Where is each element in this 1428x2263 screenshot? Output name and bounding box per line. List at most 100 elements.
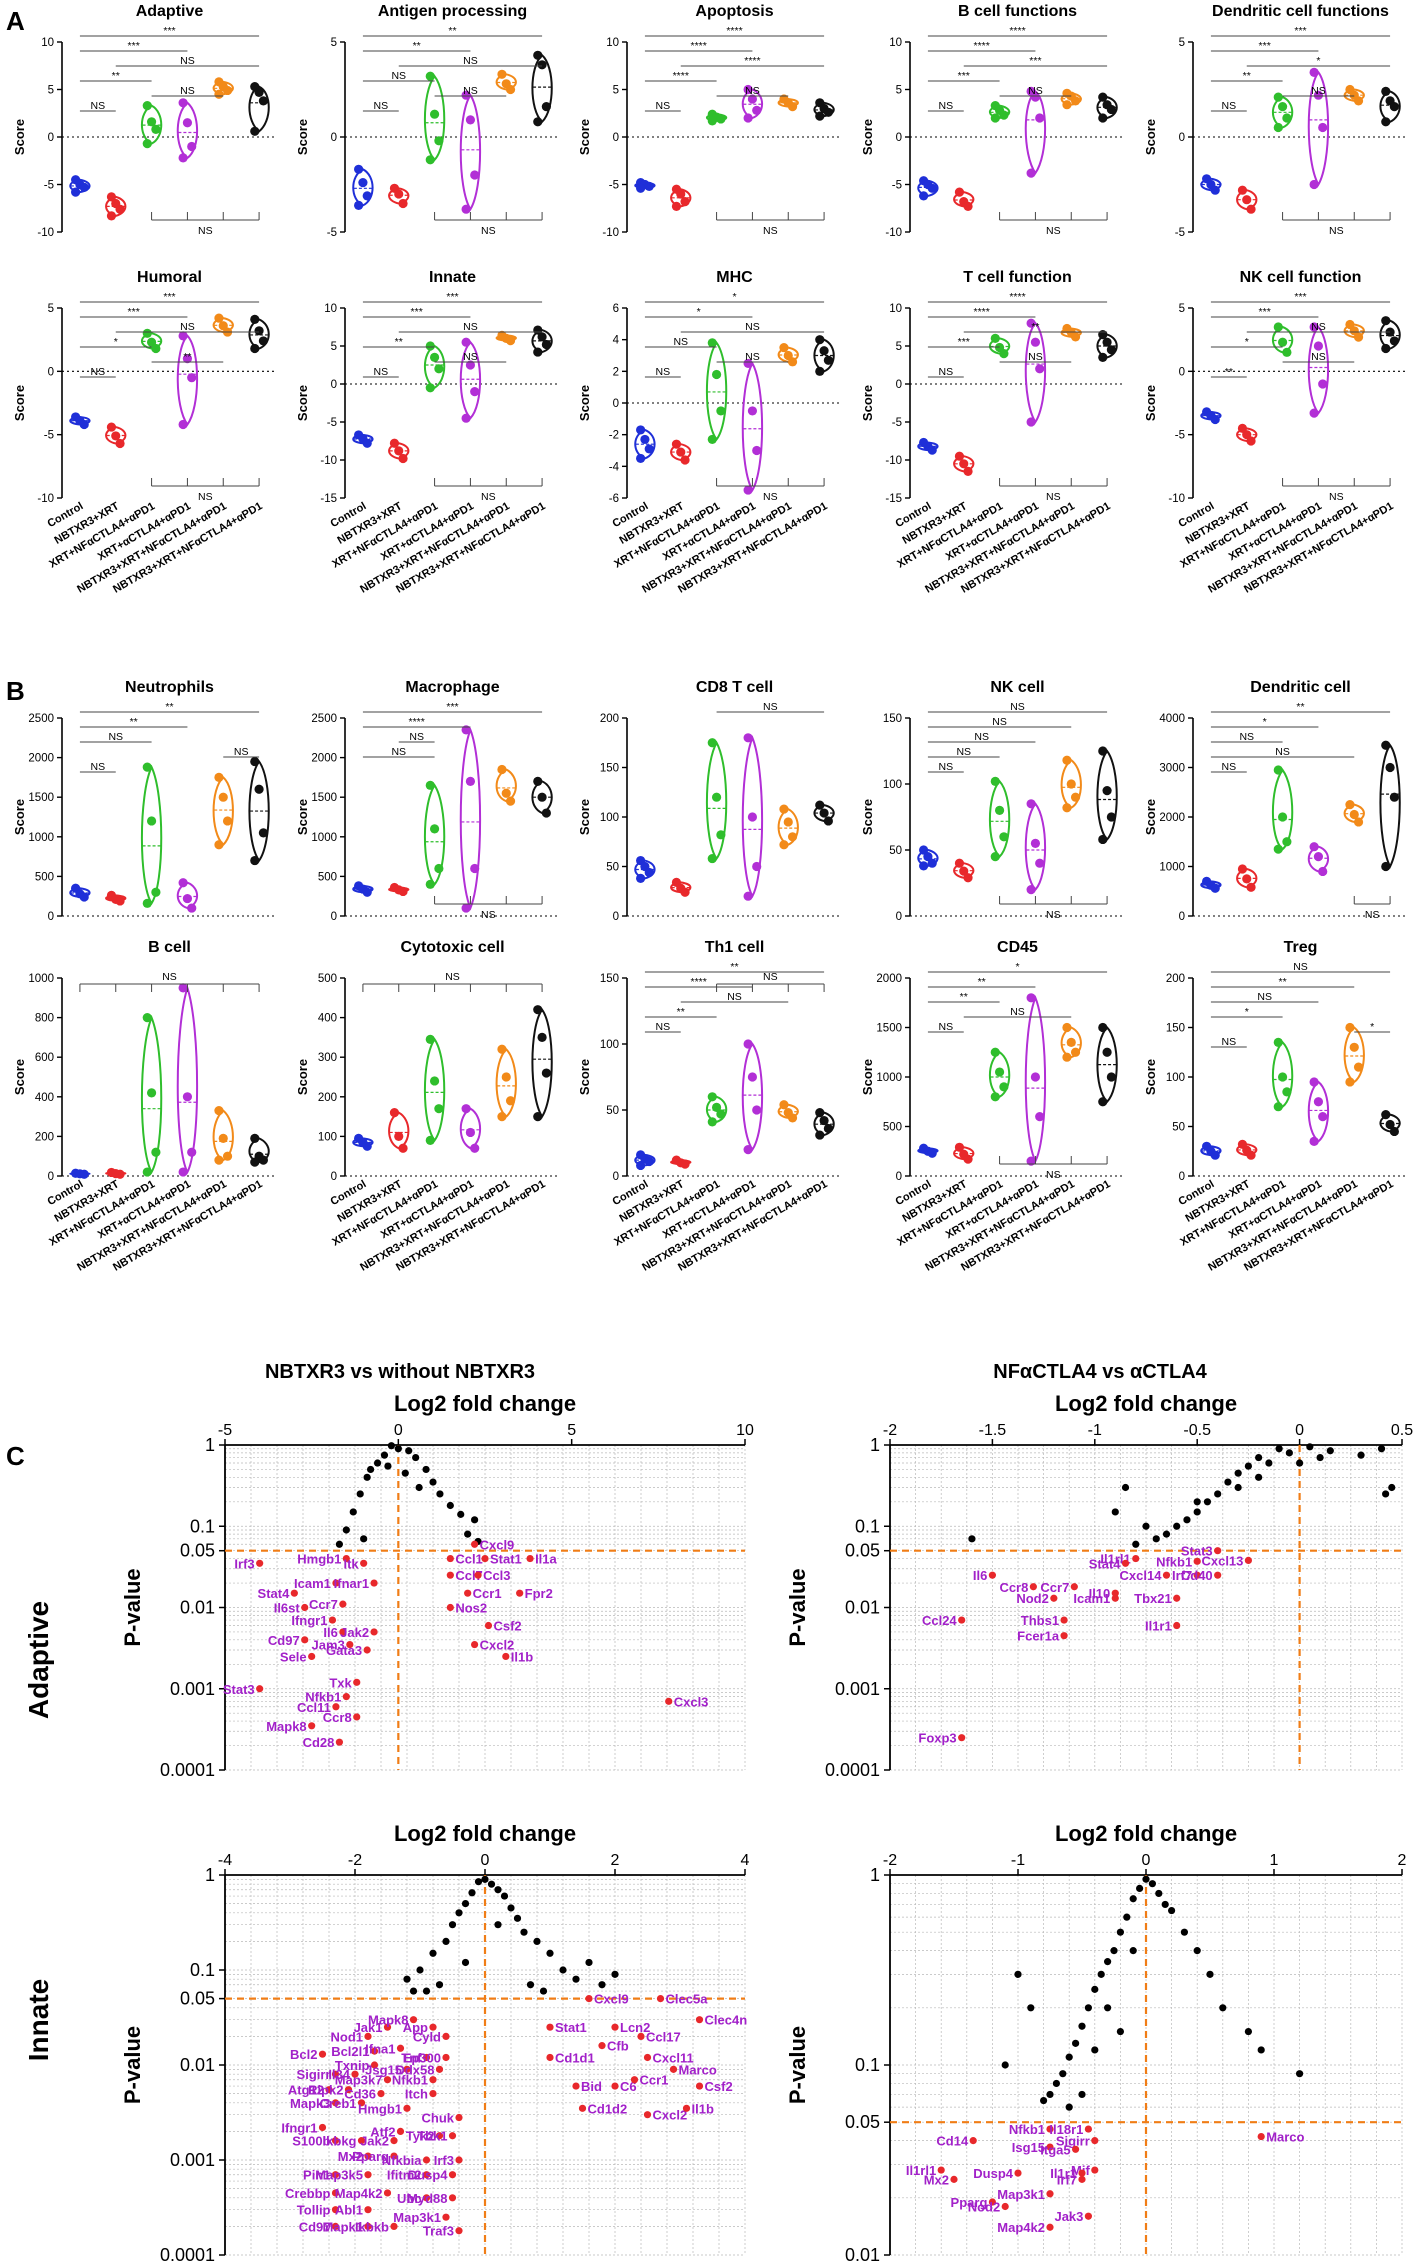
gene-label: Cxcl2 [653, 2108, 688, 2123]
data-point-g5 [1381, 316, 1391, 326]
volcano-point-ns [1357, 1451, 1365, 1459]
y-tick-label: 200 [35, 1131, 54, 1143]
violin-chart-Apoptosis: Apoptosis 10 5 0 -5 -10 Score **** **** **** **** N… [577, 3, 842, 239]
volcano-point-sig [390, 2222, 398, 2231]
significance-label: **** [973, 40, 989, 52]
data-point-g4 [505, 336, 516, 346]
volcano-point-ns [1040, 2096, 1048, 2105]
volcano-point-ns [1296, 2070, 1304, 2078]
data-point-g3 [470, 387, 480, 397]
data-point-g4 [783, 817, 793, 827]
y-tick-label: 0 [896, 379, 902, 391]
volcano-point-sig [950, 2175, 958, 2183]
chart-title: CD8 T cell [696, 679, 773, 696]
y-tick-label: 100 [318, 1131, 337, 1143]
gene-label: Jak2 [360, 2134, 389, 2149]
violin-shape-g3 [1307, 325, 1330, 415]
significance-label: NS [763, 225, 778, 237]
volcano-point-sig [318, 2050, 327, 2058]
data-point-g0 [71, 187, 81, 197]
volcano-point-sig [442, 2053, 450, 2062]
volcano-point-ns [1091, 2046, 1099, 2054]
gene-label: Il1a [535, 1552, 557, 1567]
gene-label: Ifnar1 [334, 1576, 369, 1591]
volcano-point-sig [656, 1994, 665, 2003]
gene-label: Jam3 [312, 1638, 345, 1653]
significance-label: NS [939, 366, 954, 378]
data-point-g2 [1273, 765, 1283, 775]
data-point-g1 [389, 438, 400, 448]
data-point-g2 [711, 1102, 722, 1112]
y-tick-label: 0 [613, 911, 619, 923]
data-point-g3 [178, 878, 188, 888]
gene-label: Mapk3 [290, 2096, 330, 2111]
volcano-point-sig [695, 2082, 704, 2090]
data-point-g3 [1026, 417, 1036, 427]
y-tick-label: 1000 [876, 1072, 902, 1084]
gene-label: Il1r1 [1050, 2166, 1077, 2181]
volcano-point-sig [360, 1559, 368, 1567]
y-axis-label: Score [12, 1059, 27, 1095]
significance-label: NS [463, 351, 478, 363]
significance-label: NS [1257, 991, 1272, 1003]
volcano-point-ns [546, 1949, 554, 1957]
data-point-g3 [752, 445, 762, 456]
significance-label: *** [958, 336, 970, 348]
data-point-g2 [142, 1013, 152, 1023]
chart-title: B cell [148, 939, 191, 956]
volcano-point-sig [342, 1693, 350, 1701]
y-tick-label: 0 [896, 911, 902, 923]
volcano-col2-title: NFαCTLA4 vs αCTLA4 [993, 1361, 1207, 1383]
data-point-g2 [999, 110, 1009, 120]
x-tick-label: -1 [1088, 1422, 1102, 1439]
significance-label: NS [1222, 761, 1237, 773]
volcano-point-sig [958, 1616, 966, 1624]
gene-label: Cd1d2 [588, 2101, 628, 2116]
data-point-g5 [533, 1005, 543, 1015]
significance-label: ** [1243, 70, 1251, 82]
significance-label: NS [1028, 351, 1043, 363]
significance-label: ** [1031, 321, 1039, 333]
x-tick-label: 0 [394, 1422, 403, 1439]
significance-label: NS [391, 746, 406, 758]
significance-label: NS [1046, 225, 1061, 237]
y-tick-label: -2 [609, 430, 619, 442]
violin-chart-Th1Cell: Th1 cell150100500Score******NS**NSNSCont… [577, 939, 842, 1274]
y-tick-label: 0 [1179, 366, 1185, 378]
volcano-point-ns [1377, 1445, 1386, 1453]
y-axis-label: Score [1143, 385, 1158, 421]
y-tick-label: 1500 [28, 792, 54, 804]
volcano-point-ns [1111, 1508, 1119, 1516]
gene-label: Irf7 [1057, 2172, 1077, 2187]
volcano-point-sig [1091, 2137, 1099, 2145]
y-tick-label: -10 [37, 493, 54, 505]
gene-label: Ccl11 [297, 1700, 331, 1715]
violin-chart-BCellFunctions: B cell functions1050-5-10Score**********… [860, 3, 1125, 239]
data-point-g3 [1309, 842, 1319, 852]
data-point-g5 [1098, 352, 1108, 362]
data-point-g4 [222, 1151, 233, 1161]
data-point-g2 [1282, 1087, 1292, 1097]
volcano-point-ns [380, 1451, 389, 1459]
y-tick-label: 0.1 [190, 1516, 215, 1536]
data-point-g5 [823, 1123, 833, 1134]
data-point-g2 [429, 109, 440, 119]
volcano-point-ns [1001, 2061, 1009, 2069]
data-point-g4 [779, 804, 789, 814]
x-axis-label: Log2 fold change [1055, 1391, 1237, 1416]
y-tick-label: 400 [318, 1013, 337, 1025]
data-point-g3 [747, 94, 758, 104]
gene-label: Stat3 [223, 1682, 255, 1697]
data-point-g5 [254, 326, 264, 336]
volcano-point-ns [422, 1465, 430, 1474]
volcano-point-sig [256, 1685, 264, 1693]
volcano-point-ns [1183, 1516, 1191, 1524]
gene-label: Thbs1 [1021, 1613, 1059, 1628]
significance-label: NS [939, 1021, 954, 1033]
y-tick-label: 600 [35, 1052, 54, 1064]
data-point-g4 [501, 1072, 511, 1082]
volcano-point-ns [1203, 1498, 1212, 1506]
volcano-point-sig [643, 2111, 652, 2119]
significance-label: NS [763, 701, 778, 713]
